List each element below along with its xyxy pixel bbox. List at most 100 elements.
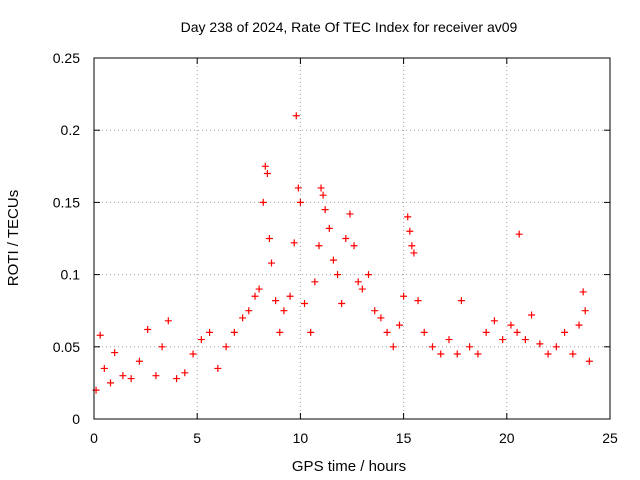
data-point [334, 271, 342, 279]
data-point [164, 317, 172, 325]
data-point [280, 307, 288, 315]
data-point [338, 299, 346, 307]
data-point [515, 230, 523, 238]
data-point [317, 184, 325, 192]
data-point [528, 311, 536, 319]
data-point [107, 379, 115, 387]
data-point [272, 297, 280, 305]
data-point [561, 328, 569, 336]
data-point [482, 328, 490, 336]
data-point [457, 297, 465, 305]
data-point [414, 297, 422, 305]
data-point [490, 317, 498, 325]
data-point [585, 357, 593, 365]
data-point [350, 242, 358, 250]
x-tick-label: 20 [499, 430, 515, 446]
data-point [383, 328, 391, 336]
data-point [453, 350, 461, 358]
data-point [255, 285, 263, 293]
data-point [214, 364, 222, 372]
data-point [400, 292, 408, 300]
data-point [552, 343, 560, 351]
x-tick-label: 0 [90, 430, 98, 446]
data-point [437, 350, 445, 358]
data-point [290, 239, 298, 247]
y-tick-label: 0.1 [61, 267, 81, 283]
data-point [152, 372, 160, 380]
data-point [410, 249, 418, 257]
data-point [100, 364, 108, 372]
y-tick-label: 0.25 [53, 50, 80, 66]
data-point [408, 242, 416, 250]
data-point [239, 314, 247, 322]
plot-frame [93, 57, 611, 420]
data-point [321, 206, 329, 214]
chart-title: Day 238 of 2024, Rate Of TEC Index for r… [181, 19, 518, 35]
data-point [311, 278, 319, 286]
data-point [292, 112, 300, 120]
data-point [389, 343, 397, 351]
data-point [521, 336, 529, 344]
data-point [222, 343, 230, 351]
data-point [315, 242, 323, 250]
data-point [569, 350, 577, 358]
data-point [127, 375, 135, 383]
data-points [92, 112, 593, 394]
data-point [259, 198, 267, 206]
y-tick-label: 0.2 [61, 122, 81, 138]
y-axis-label: ROTI / TECUs [5, 190, 22, 286]
data-point [371, 307, 379, 315]
data-point [261, 162, 269, 170]
data-point [325, 224, 333, 232]
x-axis-label: GPS time / hours [292, 458, 406, 475]
data-point [420, 328, 428, 336]
y-tick-label: 0.05 [53, 339, 80, 355]
data-point [579, 288, 587, 296]
data-point [474, 350, 482, 358]
data-point [466, 343, 474, 351]
grid-lines [94, 58, 610, 419]
data-point [404, 213, 412, 221]
data-point [296, 198, 304, 206]
data-point [307, 328, 315, 336]
data-point [135, 357, 143, 365]
data-point [544, 350, 552, 358]
data-point [119, 372, 127, 380]
data-point [342, 235, 350, 242]
data-point [245, 307, 253, 315]
data-point [181, 369, 189, 377]
data-point [358, 285, 366, 293]
x-tick-label: 10 [293, 430, 309, 446]
data-point [536, 340, 544, 348]
y-tick-label: 0 [72, 411, 80, 427]
data-point [251, 292, 259, 300]
x-tick-label: 5 [193, 430, 201, 446]
data-point [189, 350, 197, 358]
data-point [428, 343, 436, 351]
data-point [268, 259, 276, 267]
data-point [206, 328, 214, 336]
data-point [276, 328, 284, 336]
data-point [96, 331, 104, 339]
data-point [265, 235, 273, 242]
data-point [301, 299, 309, 307]
data-point [354, 278, 362, 286]
data-point [346, 210, 354, 218]
data-point [575, 321, 583, 329]
y-tick-label: 0.15 [53, 194, 80, 210]
data-point [173, 375, 181, 383]
data-point [294, 184, 302, 192]
data-point [158, 343, 166, 351]
data-point [445, 336, 453, 344]
data-point [499, 336, 507, 344]
data-point [197, 336, 205, 344]
data-point [406, 227, 414, 235]
data-point [286, 292, 294, 300]
data-point [581, 307, 589, 315]
axis-ticks: 0 5 10 15 20 25 0 0.05 0.1 0.15 0.2 0.25 [53, 50, 618, 446]
data-point [230, 328, 238, 336]
x-tick-label: 15 [396, 430, 412, 446]
data-point [319, 191, 327, 199]
data-point [329, 256, 337, 264]
